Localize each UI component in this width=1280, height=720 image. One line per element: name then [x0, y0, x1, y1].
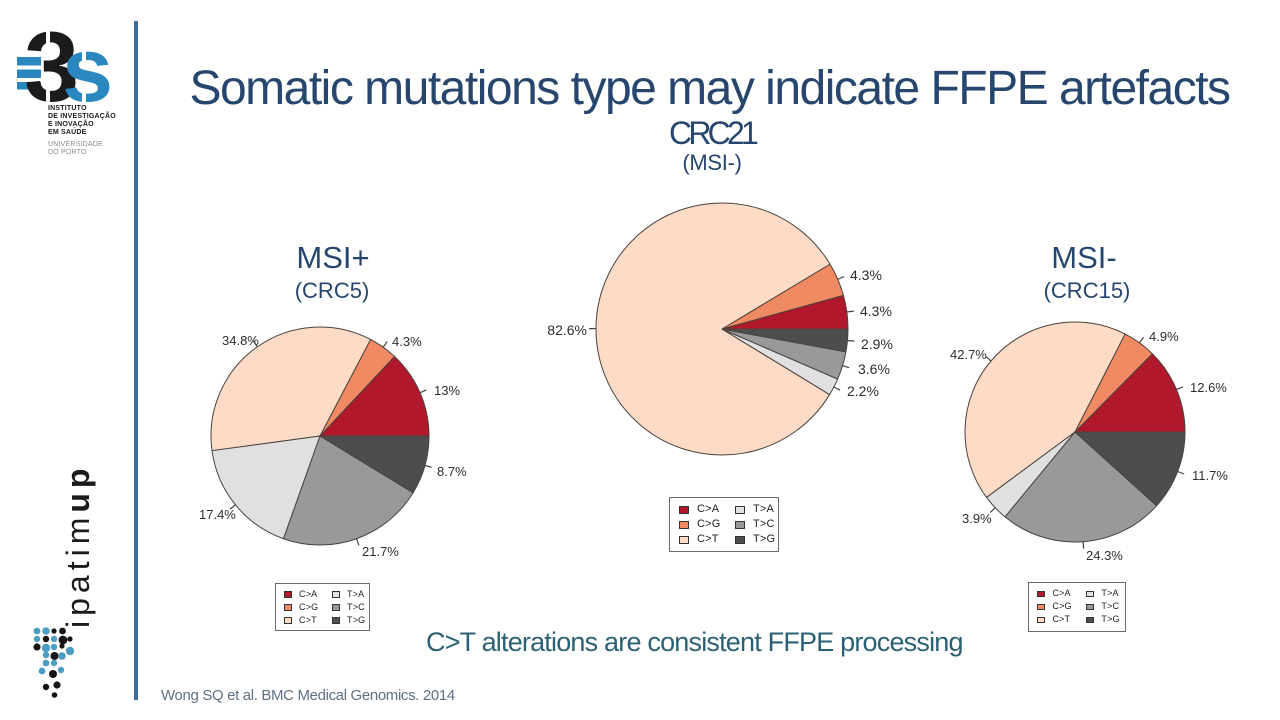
svg-text:8.7%: 8.7% [437, 464, 467, 479]
svg-text:4.3%: 4.3% [850, 267, 882, 283]
svg-text:2.2%: 2.2% [847, 383, 879, 399]
svg-text:4.9%: 4.9% [1149, 329, 1179, 344]
svg-text:34.8%: 34.8% [222, 333, 259, 348]
svg-text:3.9%: 3.9% [962, 511, 992, 526]
svg-text:13%: 13% [434, 383, 460, 398]
svg-text:2.9%: 2.9% [861, 336, 893, 352]
svg-text:4.3%: 4.3% [860, 303, 892, 319]
svg-text:17.4%: 17.4% [199, 507, 236, 522]
svg-text:11.7%: 11.7% [1192, 468, 1228, 483]
svg-text:s: s [62, 19, 113, 121]
svg-text:4.3%: 4.3% [392, 334, 422, 349]
svg-text:82.6%: 82.6% [547, 322, 587, 338]
svg-text:12.6%: 12.6% [1190, 380, 1227, 395]
svg-text:3.6%: 3.6% [858, 361, 890, 377]
svg-text:24.3%: 24.3% [1086, 548, 1123, 563]
svg-text:42.7%: 42.7% [950, 347, 987, 362]
svg-text:3: 3 [24, 11, 79, 122]
svg-text:21.7%: 21.7% [362, 544, 399, 559]
